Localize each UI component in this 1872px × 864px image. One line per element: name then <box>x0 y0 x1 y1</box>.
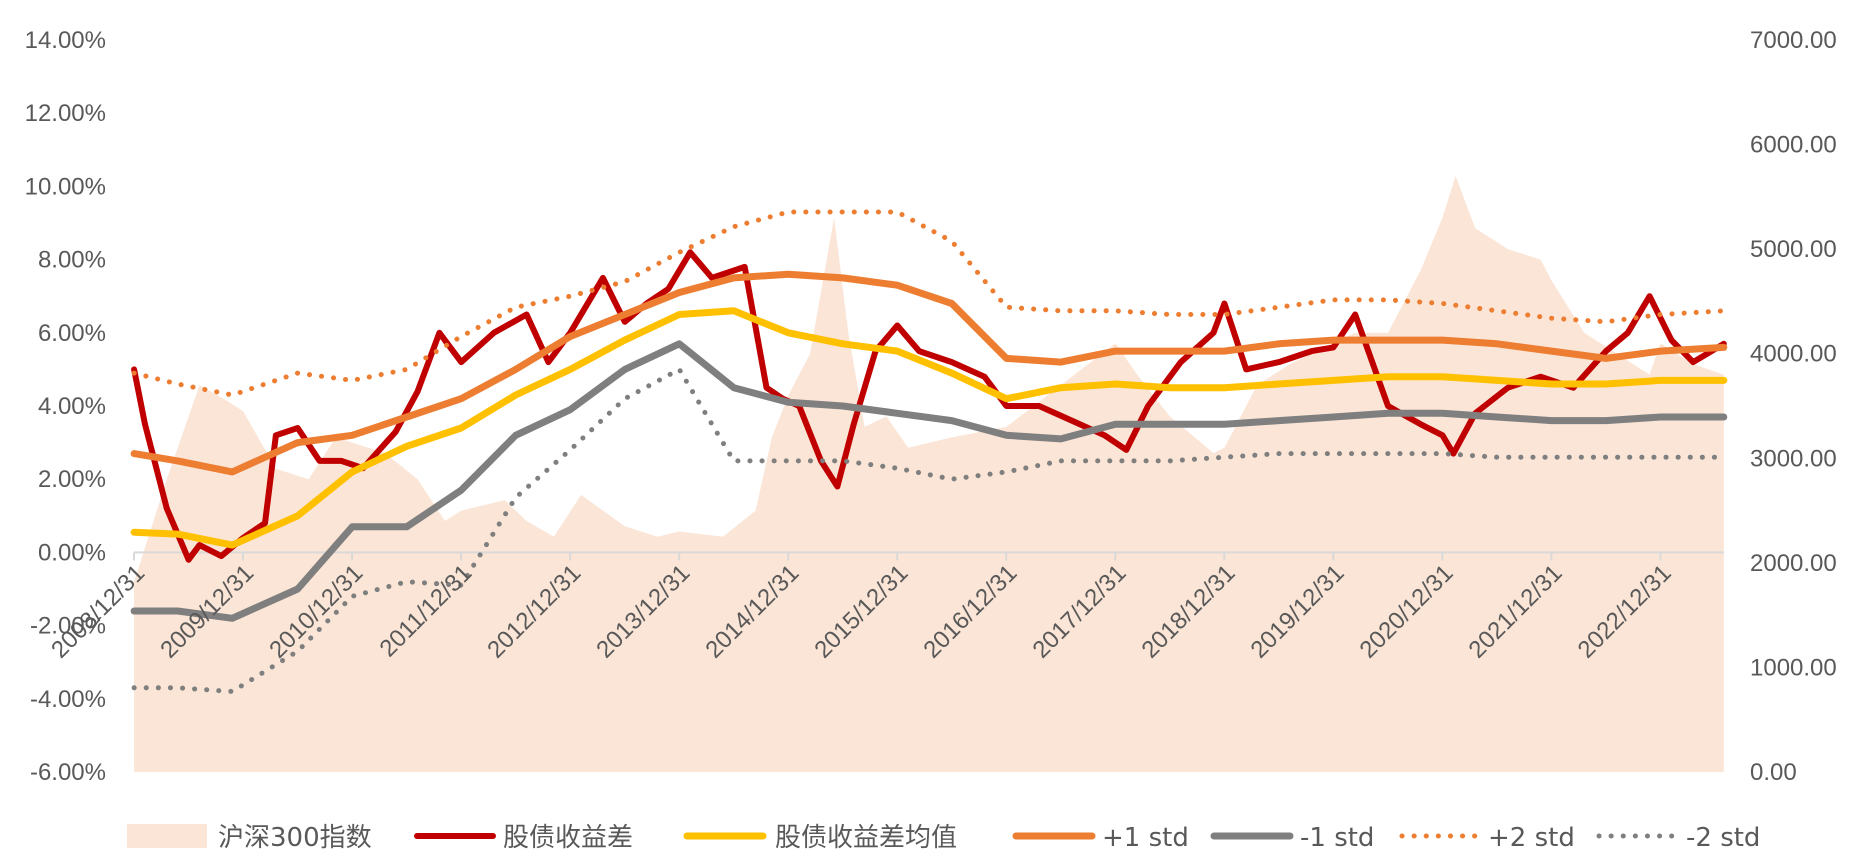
y-right-tick-label: 3000.00 <box>1750 445 1837 472</box>
y-left-tick-label: 12.00% <box>25 100 106 127</box>
y-left-tick-label: 4.00% <box>38 393 106 420</box>
legend-label: +2 std <box>1488 823 1575 853</box>
legend: 沪深300指数 股债收益差 股债收益差均值 +1 std -1 std +2 std -2 … <box>127 823 1760 853</box>
legend-label: -2 std <box>1686 823 1760 853</box>
series-line-series-2 <box>130 307 1728 549</box>
y-right-tick-label: 7000.00 <box>1750 27 1837 54</box>
legend-label: -1 std <box>1300 823 1374 853</box>
y-right-tick-label: 0.00 <box>1750 759 1797 786</box>
y-left-tick-label: 2.00% <box>38 466 106 493</box>
legend-label: 股债收益差 <box>503 823 633 853</box>
y-left-tick-label: 10.00% <box>25 173 106 200</box>
legend-label: +1 std <box>1102 823 1189 853</box>
y-right-tick-label: 5000.00 <box>1750 236 1837 263</box>
y-right-tick-label: 2000.00 <box>1750 550 1837 577</box>
y-right-tick-label: 4000.00 <box>1750 341 1837 368</box>
series-line-plus-1-std <box>130 270 1728 476</box>
y-left-tick-label: 14.00% <box>25 27 106 54</box>
y-left-tick-label: -2.00% <box>30 613 106 640</box>
y-right-tick-label: 6000.00 <box>1750 132 1837 159</box>
series-line-minus-1-std <box>130 340 1728 622</box>
left-y-axis: 14.00% 12.00% 10.00% 8.00% 6.00% 4.00% 2.00% 0.… <box>25 27 106 786</box>
y-right-tick-label: 1000.00 <box>1750 654 1837 681</box>
series-line-plus-2-std <box>131 209 1727 398</box>
lines-layer <box>130 209 1728 694</box>
y-left-tick-label: 6.00% <box>38 320 106 347</box>
legend-label: 股债收益差均值 <box>775 823 957 853</box>
y-left-tick-label: -4.00% <box>30 686 106 713</box>
legend-swatch-hs300 <box>127 824 207 848</box>
legend-label: 沪深300指数 <box>218 823 372 853</box>
y-left-tick-label: -6.00% <box>30 759 106 786</box>
right-y-axis: 7000.00 6000.00 5000.00 4000.00 3000.00 2000.… <box>1750 27 1837 786</box>
y-left-tick-label: 0.00% <box>38 539 106 566</box>
series-line-series-1 <box>131 249 1727 563</box>
y-left-tick-label: 8.00% <box>38 247 106 274</box>
x-axis <box>133 551 1724 561</box>
